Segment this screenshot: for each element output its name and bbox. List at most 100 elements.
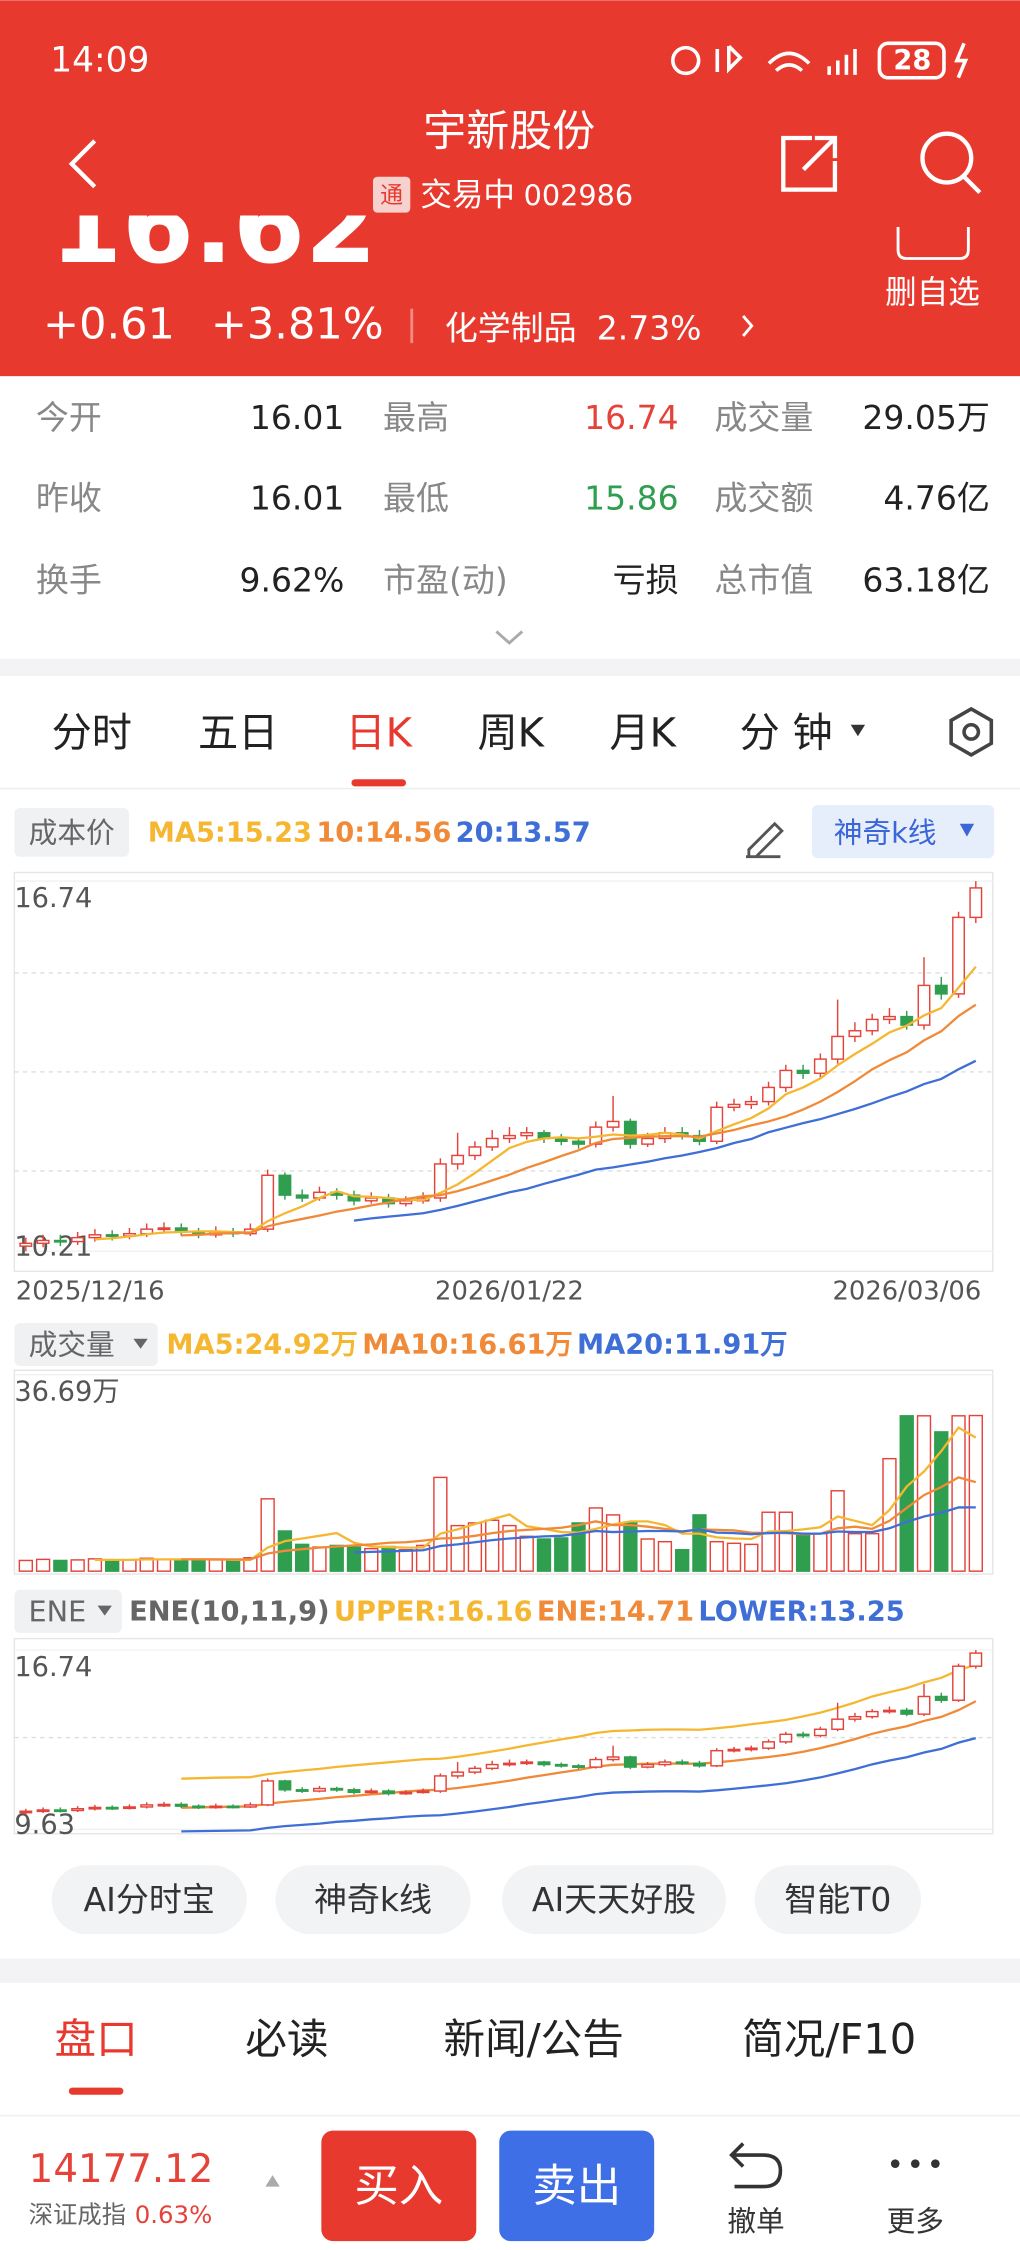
volume-bar	[571, 1522, 586, 1572]
quote-value: 29.05万	[862, 398, 989, 437]
candle-body	[502, 1134, 516, 1140]
candle-body	[641, 1763, 655, 1768]
candle-body	[53, 1809, 67, 1813]
candle-body	[123, 1806, 136, 1810]
y-tick-label: 16.74	[14, 883, 92, 914]
tab[interactable]: 日K	[345, 710, 413, 756]
period-tabs: 分时 五日 日K 周K 月K 分 钟	[52, 710, 833, 787]
price: 16.62	[50, 167, 377, 287]
share-button[interactable]	[781, 135, 838, 192]
volume-bar	[174, 1559, 189, 1572]
candle-body	[88, 1234, 102, 1239]
volume-bar	[761, 1511, 776, 1572]
edit[interactable]	[745, 821, 784, 859]
tab[interactable]: 分时	[52, 710, 132, 756]
dropdown-arrow	[959, 823, 975, 837]
volume-bar	[536, 1538, 552, 1572]
dropdown-arrow	[850, 724, 866, 737]
volume-bar	[398, 1549, 413, 1572]
cancel-icon[interactable]	[729, 2142, 783, 2189]
bottom-tab[interactable]: 盘口	[55, 2014, 138, 2063]
tool-button[interactable]	[502, 1865, 726, 1935]
legend-entry: MA5:24.92万	[166, 1329, 358, 1360]
tools: AI分时宝 神奇k线 AI天天好股 智能T0	[51, 1865, 922, 1935]
candle-body	[71, 1236, 85, 1243]
buy-button[interactable]	[321, 2130, 477, 2242]
tab[interactable]: 五日	[198, 710, 278, 756]
candle-body	[952, 1665, 965, 1701]
candle-body	[710, 1106, 724, 1143]
candle-body	[520, 1132, 534, 1137]
tab[interactable]: 分 钟	[740, 710, 833, 756]
candle-body	[416, 1790, 430, 1794]
quote-label: 换手	[36, 560, 102, 599]
candle-body	[468, 1767, 482, 1773]
candle-body	[641, 1137, 655, 1145]
candle-body	[744, 1100, 758, 1106]
tool-button[interactable]	[51, 1865, 247, 1935]
bottom-tab[interactable]: 简况/F10	[742, 2014, 916, 2063]
x-tick-label: 2026/03/06	[832, 1276, 981, 1306]
volume-bar	[35, 1558, 51, 1572]
candle-body	[882, 1709, 896, 1713]
quote-label: 成交量	[714, 398, 813, 437]
bottom-tab[interactable]: 新闻/公告	[443, 2014, 623, 2063]
candle-body	[779, 1069, 793, 1089]
tool-button[interactable]	[275, 1865, 471, 1935]
tool-label: 神奇k线	[314, 1880, 432, 1919]
x-tick-label: 2025/12/16	[16, 1276, 165, 1306]
candle-body	[606, 1120, 620, 1128]
tab[interactable]: 月K	[609, 710, 677, 756]
quote-label: 成交额	[714, 479, 813, 518]
quote-value: 16.01	[250, 479, 344, 518]
volume-box[interactable]	[14, 1322, 158, 1367]
index-name: 深证成指	[29, 2199, 127, 2228]
tab[interactable]: 周K	[477, 710, 545, 756]
volume-bar	[346, 1546, 362, 1572]
charts: 16.74 10.21 2025/12/16 2026/01/22 2026/03/06…	[14, 880, 993, 1841]
legend-entry: ENE:14.71	[537, 1596, 694, 1627]
chart-frame	[13, 1637, 994, 1835]
more-label: 更多	[887, 2204, 944, 2238]
watch-button[interactable]: 删自选	[885, 275, 980, 311]
sell-button[interactable]	[499, 2130, 655, 2242]
expand[interactable]	[495, 630, 524, 645]
volume-bar	[744, 1543, 759, 1572]
volume-bar	[605, 1514, 621, 1572]
legend-entry: LOWER:13.25	[698, 1596, 904, 1627]
y-tick-label: 10.21	[14, 1231, 92, 1262]
legend: ENE(10,11,9) UPPER:16.16 ENE:14.71 LOWER:13…	[129, 1596, 905, 1627]
magic-box[interactable]	[811, 805, 995, 859]
quote-label: 昨收	[36, 479, 102, 518]
header-bg	[0, 0, 1020, 377]
volume-bar	[295, 1543, 310, 1572]
volume-bar	[813, 1532, 828, 1572]
tool-label: AI分时宝	[84, 1880, 215, 1919]
y-tick-label: 36.69万	[14, 1376, 119, 1407]
volume-bar	[778, 1511, 793, 1572]
volume-bar	[433, 1476, 448, 1572]
tab-indicator	[68, 2087, 124, 2095]
tab-indicator	[351, 779, 406, 787]
candle-body	[313, 1787, 326, 1792]
settings[interactable]	[949, 706, 994, 757]
back-button[interactable]	[68, 139, 97, 189]
expand[interactable]	[265, 2175, 280, 2187]
volume-bar	[467, 1522, 483, 1572]
tool-button[interactable]	[754, 1865, 922, 1935]
dropdown-arrow	[133, 1338, 148, 1349]
candle-body	[969, 1652, 983, 1667]
candle-body	[710, 1749, 724, 1767]
line	[181, 1003, 977, 1237]
cancel-label: 撤单	[727, 2204, 784, 2238]
candle-body	[865, 1710, 879, 1718]
sector[interactable]: 化学制品 2.73%	[445, 308, 702, 347]
cost-box[interactable]	[14, 807, 130, 857]
candle-body	[364, 1197, 378, 1202]
ene-box[interactable]	[14, 1589, 122, 1633]
bottom-tab[interactable]: 必读	[245, 2014, 328, 2063]
search-button[interactable]	[920, 131, 982, 195]
more-icon[interactable]	[890, 2159, 940, 2168]
sector-pct: 2.73%	[597, 308, 702, 347]
